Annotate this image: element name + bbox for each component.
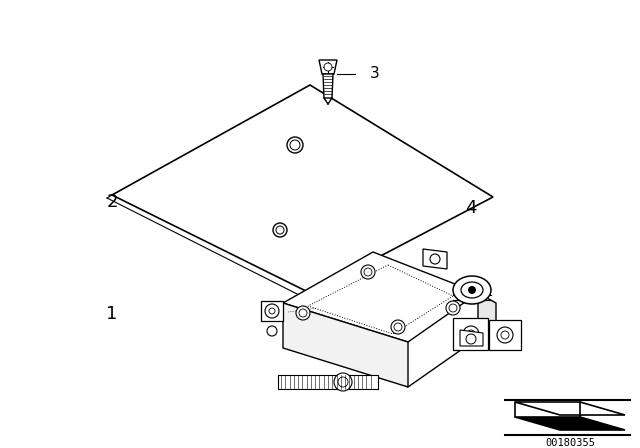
Circle shape xyxy=(287,137,303,153)
Circle shape xyxy=(468,286,476,294)
Polygon shape xyxy=(515,402,625,415)
Circle shape xyxy=(290,140,300,150)
Circle shape xyxy=(501,331,509,339)
Polygon shape xyxy=(319,60,337,74)
Circle shape xyxy=(364,268,372,276)
Polygon shape xyxy=(283,303,408,387)
Polygon shape xyxy=(283,252,478,342)
Circle shape xyxy=(466,334,476,344)
Circle shape xyxy=(276,226,284,234)
Circle shape xyxy=(299,309,307,317)
Polygon shape xyxy=(453,318,488,350)
Circle shape xyxy=(467,330,475,338)
Circle shape xyxy=(449,304,457,312)
Ellipse shape xyxy=(453,276,491,304)
Text: 2: 2 xyxy=(106,193,118,211)
Text: 00180355: 00180355 xyxy=(545,438,595,448)
Polygon shape xyxy=(460,330,483,346)
Polygon shape xyxy=(278,375,378,389)
Polygon shape xyxy=(323,74,333,98)
Circle shape xyxy=(446,301,460,315)
Circle shape xyxy=(269,308,275,314)
Text: 3: 3 xyxy=(370,66,380,82)
Circle shape xyxy=(497,327,513,343)
Text: 1: 1 xyxy=(106,305,118,323)
Circle shape xyxy=(296,306,310,320)
Circle shape xyxy=(463,326,479,342)
Polygon shape xyxy=(112,85,493,293)
Polygon shape xyxy=(261,301,283,321)
Text: 4: 4 xyxy=(465,199,476,217)
Polygon shape xyxy=(489,320,521,350)
Circle shape xyxy=(334,373,352,391)
Polygon shape xyxy=(515,417,625,430)
Circle shape xyxy=(265,304,279,318)
Circle shape xyxy=(324,63,332,71)
Circle shape xyxy=(361,265,375,279)
Circle shape xyxy=(338,377,348,387)
Circle shape xyxy=(267,326,277,336)
Polygon shape xyxy=(308,265,453,334)
Ellipse shape xyxy=(461,282,483,298)
Circle shape xyxy=(430,254,440,264)
Polygon shape xyxy=(423,249,447,269)
Circle shape xyxy=(394,323,402,331)
Circle shape xyxy=(273,223,287,237)
Circle shape xyxy=(391,320,405,334)
Polygon shape xyxy=(478,293,496,348)
